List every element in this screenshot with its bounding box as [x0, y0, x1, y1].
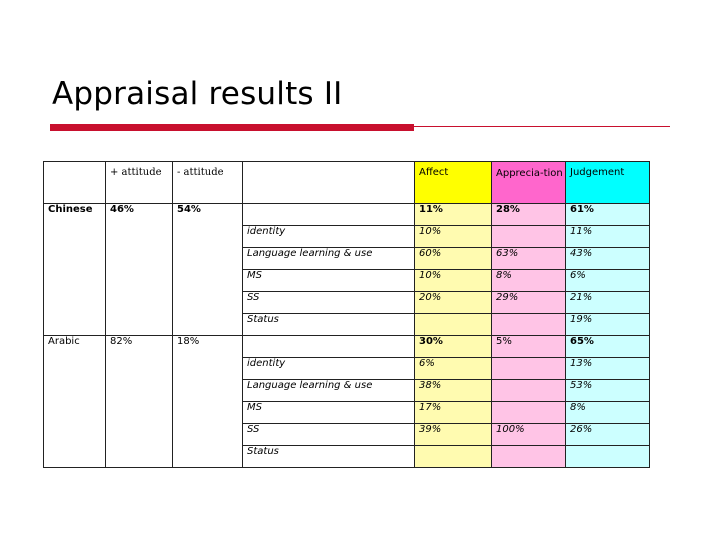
arabic-neg: 18%	[172, 335, 243, 468]
appreciation-cell: 63%	[491, 247, 566, 270]
affect-cell: 10%	[414, 225, 492, 248]
judgement-cell: 43%	[565, 247, 650, 270]
row-label: Status	[242, 445, 415, 468]
affect-cell	[414, 445, 492, 468]
affect-cell	[414, 313, 492, 336]
chinese-affect-total: 11%	[414, 203, 492, 226]
appreciation-cell: 100%	[491, 423, 566, 446]
arabic-affect-total: 30%	[414, 335, 492, 358]
affect-cell: 38%	[414, 379, 492, 402]
chinese-judgement-total: 61%	[565, 203, 650, 226]
arabic-appreciation-total: 5%	[491, 335, 566, 358]
header-row: + attitude - attitude Affect Apprecia-ti…	[43, 161, 650, 204]
header-blank-label	[242, 161, 415, 204]
judgement-cell: 21%	[565, 291, 650, 314]
appreciation-cell	[491, 225, 566, 248]
appreciation-cell: 8%	[491, 269, 566, 292]
appreciation-cell	[491, 357, 566, 380]
appreciation-cell	[491, 379, 566, 402]
appreciation-cell	[491, 445, 566, 468]
judgement-cell: 26%	[565, 423, 650, 446]
affect-cell: 39%	[414, 423, 492, 446]
appraisal-table: + attitude - attitude Affect Apprecia-ti…	[43, 161, 650, 468]
row-label: SS	[242, 423, 415, 446]
group-name-chinese: Chinese	[43, 203, 106, 336]
header-blank	[43, 161, 106, 204]
row-label: Language learning & use	[242, 379, 415, 402]
group-name-arabic: Arabic	[43, 335, 106, 468]
group-row-arabic: Arabic 82% 18% 30% 5% 65%	[43, 335, 650, 468]
judgement-cell: 11%	[565, 225, 650, 248]
affect-cell: 6%	[414, 357, 492, 380]
appreciation-cell: 29%	[491, 291, 566, 314]
table-row: Status	[44, 445, 650, 468]
title-accent-bar	[50, 124, 414, 131]
affect-cell: 17%	[414, 401, 492, 424]
chinese-appreciation-total: 28%	[491, 203, 566, 226]
affect-cell: 20%	[414, 291, 492, 314]
header-affect: Affect	[414, 161, 492, 204]
chinese-total-label	[242, 203, 415, 226]
arabic-pos: 82%	[105, 335, 173, 468]
table-row: identity 6% 13%	[44, 357, 650, 380]
row-label: identity	[242, 357, 415, 380]
appreciation-cell	[491, 313, 566, 336]
judgement-cell: 19%	[565, 313, 650, 336]
table-row: Language learning & use 60% 63% 43%	[44, 247, 650, 270]
judgement-cell: 6%	[565, 269, 650, 292]
judgement-cell	[565, 445, 650, 468]
arabic-judgement-total: 65%	[565, 335, 650, 358]
slide-title: Appraisal results II	[52, 76, 343, 112]
row-label: Status	[242, 313, 415, 336]
table-row: SS 20% 29% 21%	[44, 291, 650, 314]
affect-cell: 10%	[414, 269, 492, 292]
header-appreciation: Apprecia-tion	[491, 161, 566, 204]
header-neg-attitude: - attitude	[172, 161, 243, 204]
affect-cell: 60%	[414, 247, 492, 270]
judgement-cell: 8%	[565, 401, 650, 424]
row-label: SS	[242, 291, 415, 314]
header-judgement: Judgement	[565, 161, 650, 204]
row-label: identity	[242, 225, 415, 248]
header-pos-attitude: + attitude	[105, 161, 173, 204]
appreciation-cell	[491, 401, 566, 424]
arabic-total-label	[242, 335, 415, 358]
table-row: identity 10% 11%	[44, 225, 650, 248]
table-row: MS 10% 8% 6%	[44, 269, 650, 292]
group-row-chinese: Chinese 46% 54% 11% 28% 61%	[43, 203, 650, 336]
title-underline	[414, 126, 670, 127]
row-label: Language learning & use	[242, 247, 415, 270]
chinese-neg: 54%	[172, 203, 243, 336]
row-label: MS	[242, 269, 415, 292]
chinese-pos: 46%	[105, 203, 173, 336]
row-label: MS	[242, 401, 415, 424]
table-row: SS 39% 100% 26%	[44, 423, 650, 446]
judgement-cell: 13%	[565, 357, 650, 380]
judgement-cell: 53%	[565, 379, 650, 402]
